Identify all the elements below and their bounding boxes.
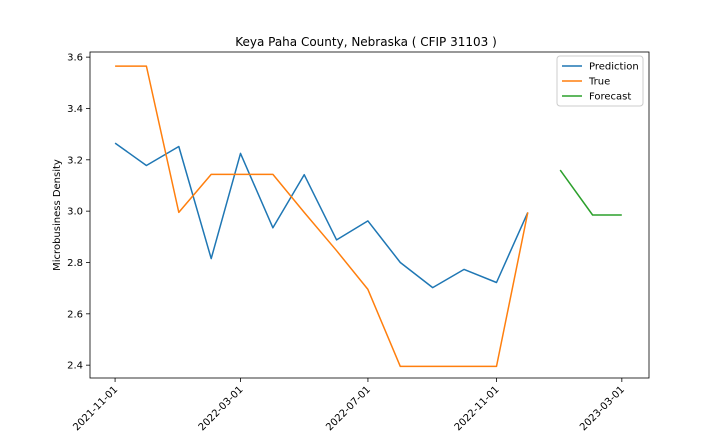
y-tick-label: 2.6: [67, 309, 83, 320]
legend-label-true: True: [588, 77, 610, 88]
y-tick-label: 3.4: [67, 104, 83, 115]
legend-label-forecast: Forecast: [589, 92, 631, 103]
legend-box: [556, 55, 644, 107]
y-axis-label: Microbusiness Density: [52, 159, 63, 271]
y-tick-label: 3.6: [67, 53, 83, 64]
series-line-forecast: [559, 169, 622, 216]
series-lines: [114, 65, 622, 368]
series-line-true: [115, 65, 529, 368]
y-tick-label: 3.2: [67, 155, 83, 166]
legend-label-prediction: Prediction: [589, 62, 639, 73]
legend: Prediction True Forecast: [556, 55, 644, 107]
y-tick-label: 2.8: [67, 258, 83, 269]
plot-frame: [89, 51, 650, 379]
y-tick-label: 3.0: [67, 207, 83, 218]
series-line-prediction: [114, 142, 529, 289]
y-tick-label: 2.4: [67, 361, 83, 372]
chart-title: Keya Paha County, Nebraska ( CFIP 31103 …: [235, 35, 497, 49]
